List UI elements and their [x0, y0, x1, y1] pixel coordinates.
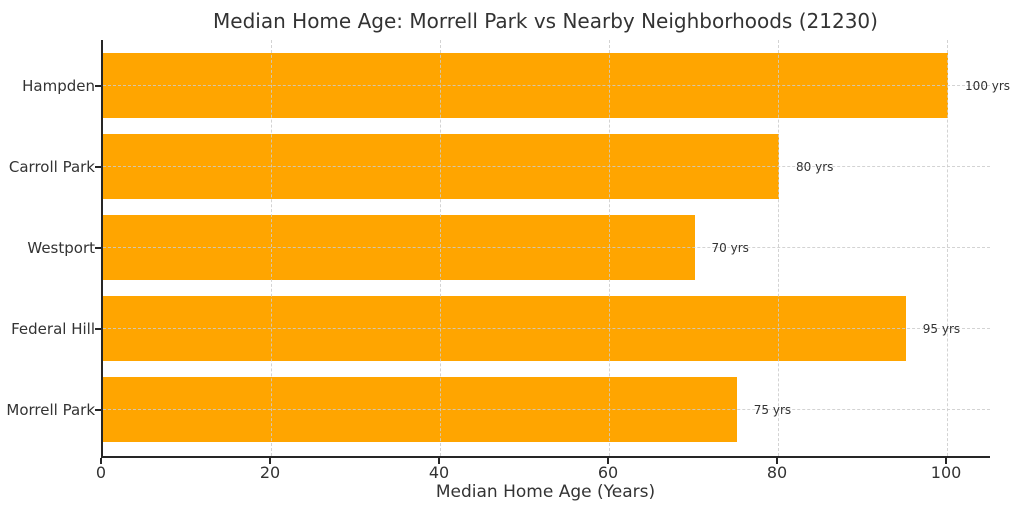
- chart-title: Median Home Age: Morrell Park vs Nearby …: [213, 9, 878, 33]
- gridline-h: [103, 85, 990, 86]
- y-axis-label: Carroll Park: [8, 157, 95, 176]
- y-tick-mark: [95, 246, 101, 249]
- gridline-v: [609, 40, 611, 456]
- x-tick-mark: [269, 458, 271, 464]
- y-axis-label: Morrell Park: [6, 400, 95, 419]
- gridline-v: [778, 40, 780, 456]
- y-axis-label: Westport: [27, 238, 95, 257]
- y-axis-label: Federal Hill: [11, 319, 95, 338]
- x-tick-mark: [438, 458, 441, 464]
- bar-value-label: 75 yrs: [753, 402, 792, 417]
- bar-value-label: 95 yrs: [922, 321, 961, 336]
- bar-value-label: 70 yrs: [711, 240, 749, 255]
- x-tick-mark: [945, 458, 948, 464]
- x-tick-mark: [100, 458, 102, 464]
- gridline-v: [271, 40, 272, 456]
- gridline-h: [103, 328, 990, 329]
- y-axis-label: Hampden: [22, 76, 95, 95]
- x-tick-label: 60: [597, 463, 619, 482]
- x-axis-title: Median Home Age (Years): [435, 482, 656, 502]
- gridline-v: [440, 40, 442, 456]
- gridline-v: [947, 40, 949, 456]
- x-tick-mark: [607, 458, 610, 464]
- y-tick-mark: [95, 84, 101, 87]
- gridline-h: [103, 166, 990, 167]
- x-tick-mark: [776, 458, 779, 464]
- bar-value-label: 80 yrs: [796, 159, 834, 174]
- y-tick-mark: [95, 165, 101, 168]
- y-tick-mark: [95, 327, 101, 330]
- bar-value-label: 100 yrs: [965, 78, 1011, 93]
- x-tick-label: 100: [930, 463, 962, 482]
- x-tick-label: 80: [766, 463, 788, 482]
- gridline-h: [103, 409, 990, 410]
- y-tick-mark: [95, 408, 101, 411]
- x-tick-label: 40: [428, 463, 450, 482]
- gridline-h: [103, 247, 990, 248]
- x-tick-label: 0: [95, 463, 107, 482]
- plot-area: 100 yrs 80 yrs 70 yrs 95 yrs 75 yrs: [101, 40, 1010, 458]
- x-tick-label: 20: [259, 463, 281, 482]
